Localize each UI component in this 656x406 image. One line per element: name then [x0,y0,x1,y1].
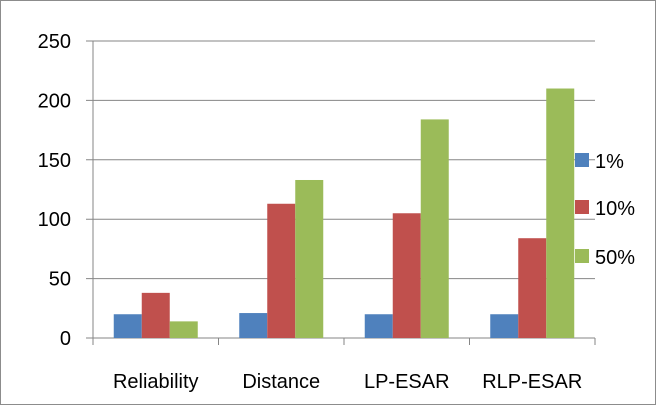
y-tick-label: 200 [38,90,71,112]
legend-label: 10% [595,198,635,220]
bar-50pct-3 [546,88,575,339]
legend-label: 50% [595,247,635,269]
x-tick-label: RLP-ESAR [482,371,582,393]
bar-10pct-0 [141,292,170,338]
y-tick-label: 100 [38,209,71,231]
bar-1pct-2 [364,314,393,338]
legend-swatch [575,249,589,263]
y-tick-label: 50 [49,269,71,291]
bar-1pct-3 [490,314,519,338]
bar-1pct-0 [113,314,142,338]
bar-50pct-0 [169,321,198,338]
x-tick-label: Distance [242,371,320,393]
x-tick-label: Reliability [113,371,199,393]
legend-swatch [575,200,589,214]
bar-10pct-2 [392,213,421,338]
bar-10pct-1 [267,203,296,338]
legend-label: 1% [595,151,624,173]
y-tick-label: 150 [38,150,71,172]
x-tick-label: LP-ESAR [364,371,450,393]
bar-50pct-1 [295,179,324,338]
bar-10pct-3 [518,238,547,338]
y-tick-label: 250 [38,31,71,53]
legend-swatch [575,153,589,167]
bar-50pct-2 [420,119,449,339]
y-tick-label: 0 [60,328,71,350]
bar-1pct-1 [239,313,268,338]
